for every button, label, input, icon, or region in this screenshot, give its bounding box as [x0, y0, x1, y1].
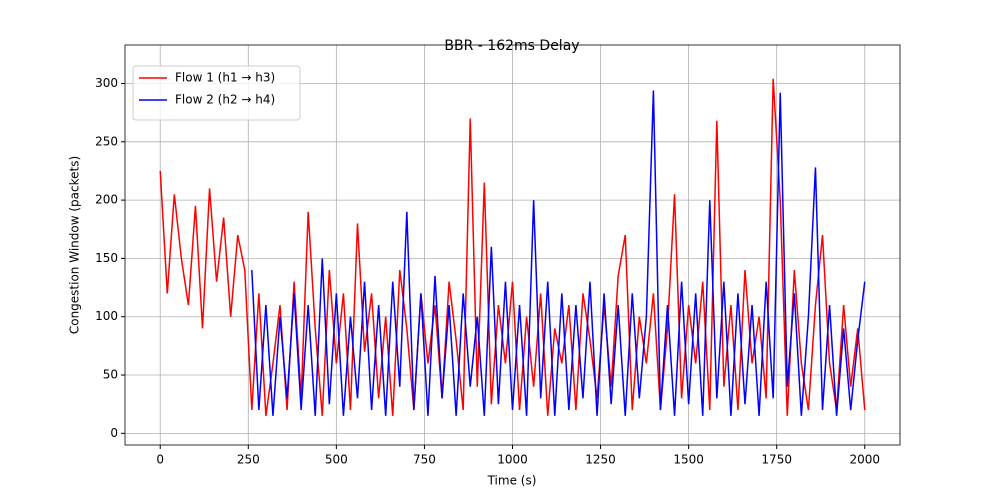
legend-box: [132, 65, 301, 121]
y-tick-label: 50: [103, 368, 118, 382]
x-tick-label: 1750: [761, 453, 792, 467]
x-tick-label: 2000: [849, 453, 880, 467]
legend: Flow 1 (h1 → h3) Flow 2 (h2 → h4): [132, 65, 301, 121]
y-tick-label: 300: [95, 76, 118, 90]
x-tick-label: 1500: [673, 453, 704, 467]
y-tick-label: 250: [95, 134, 118, 148]
legend-label: Flow 1 (h1 → h3): [175, 71, 275, 85]
series-line: [159, 78, 866, 416]
x-tick-label: 750: [413, 453, 436, 467]
y-axis-label: Congestion Window (packets): [68, 156, 82, 334]
y-tick-label: 200: [95, 193, 118, 207]
x-tick-label: 250: [237, 453, 260, 467]
x-tick-label: 1000: [497, 453, 528, 467]
x-axis-label: Time (s): [487, 474, 537, 488]
x-tick-label: 0: [156, 453, 164, 467]
x-tick-label: 1250: [585, 453, 616, 467]
y-tick-label: 150: [95, 251, 118, 265]
chart-title: BBR - 162ms Delay: [444, 38, 579, 54]
x-tick-label: 500: [325, 453, 348, 467]
plot-frame: [124, 44, 901, 446]
series-line: [251, 90, 866, 416]
y-tick-label: 0: [110, 426, 118, 440]
legend-label: Flow 2 (h2 → h4): [175, 93, 275, 107]
y-tick-label: 100: [95, 309, 118, 323]
